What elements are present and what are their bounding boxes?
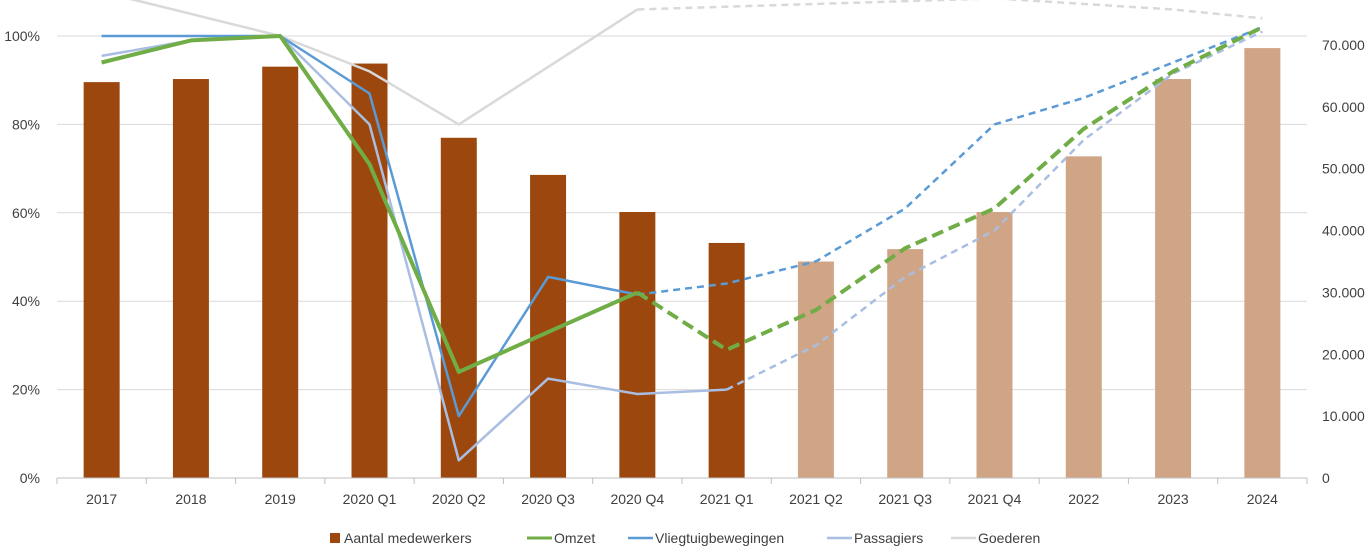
y-left-tick-label: 40% (12, 293, 40, 309)
y-left-tick-label: 20% (12, 382, 40, 398)
x-tick-label: 2023 (1157, 491, 1188, 507)
x-tick-label: 2021 Q3 (878, 491, 932, 507)
y-right-tick-label: 70.000 (1322, 37, 1365, 53)
bar (976, 212, 1013, 478)
legend: Aantal medewerkers Omzet Vliegtuigbeweging… (330, 530, 1040, 546)
x-tick-label: 2020 Q3 (521, 491, 575, 507)
x-tick-label: 2021 Q4 (968, 491, 1022, 507)
x-tick-label: 2020 Q4 (610, 491, 664, 507)
series-line-forecast-passagiers (726, 30, 1263, 391)
y-left-tick-label: 100% (4, 28, 40, 44)
y-right-tick-label: 0 (1322, 470, 1330, 486)
y-right-tick-label: 40.000 (1322, 223, 1365, 239)
bar (797, 261, 834, 478)
y-left-tick-label: 0% (20, 470, 40, 486)
line-series (101, 0, 1264, 462)
legend-swatch (330, 533, 340, 543)
legend-label: Vliegtuigbewegingen (655, 530, 784, 546)
legend-label: Omzet (554, 530, 595, 546)
bar (440, 137, 477, 479)
bar (619, 212, 656, 478)
bar (83, 82, 120, 478)
y-right-tick-label: 60.000 (1322, 99, 1365, 115)
legend-label: Goederen (978, 530, 1040, 546)
legend-label: Passagiers (854, 530, 923, 546)
y-right-tick-label: 50.000 (1322, 161, 1365, 177)
bar (887, 249, 924, 478)
bar (708, 242, 745, 478)
x-tick-label: 2020 Q2 (432, 491, 486, 507)
series-line-goederen (129, 0, 639, 126)
y-left-tick-label: 60% (12, 205, 40, 221)
x-tick-label: 2017 (86, 491, 117, 507)
series-line-forecast-goederen (637, 0, 1263, 20)
y-left-tick-label: 80% (12, 116, 40, 132)
bar-series (83, 48, 1281, 479)
x-tick-label: 2022 (1068, 491, 1099, 507)
series-line-omzet (101, 34, 639, 374)
x-tick-label: 2021 Q1 (700, 491, 754, 507)
bar (1065, 156, 1102, 479)
x-tick-label: 2019 (265, 491, 296, 507)
y-right-tick-label: 20.000 (1322, 346, 1365, 362)
x-tick-label: 2018 (175, 491, 206, 507)
bar (1155, 79, 1192, 479)
legend-label: Aantal medewerkers (344, 530, 472, 546)
bar (172, 79, 209, 479)
bar (262, 66, 299, 479)
series-line-forecast-omzet (636, 25, 1264, 352)
x-tick-label: 2024 (1247, 491, 1278, 507)
series-line-forecast-vliegtuigbewegingen (637, 26, 1263, 296)
axes: 0% 20% 40% 60% 80% 100% 0 10.000 20.000 30.000 40.… (4, 28, 1365, 507)
bar (1244, 48, 1281, 478)
y-right-tick-label: 10.000 (1322, 408, 1365, 424)
x-tick-label: 2020 Q1 (343, 491, 397, 507)
gridlines (57, 35, 1307, 391)
series-line-vliegtuigbewegingen (101, 34, 638, 418)
x-tick-label: 2021 Q2 (789, 491, 843, 507)
y-right-tick-label: 30.000 (1322, 284, 1365, 300)
